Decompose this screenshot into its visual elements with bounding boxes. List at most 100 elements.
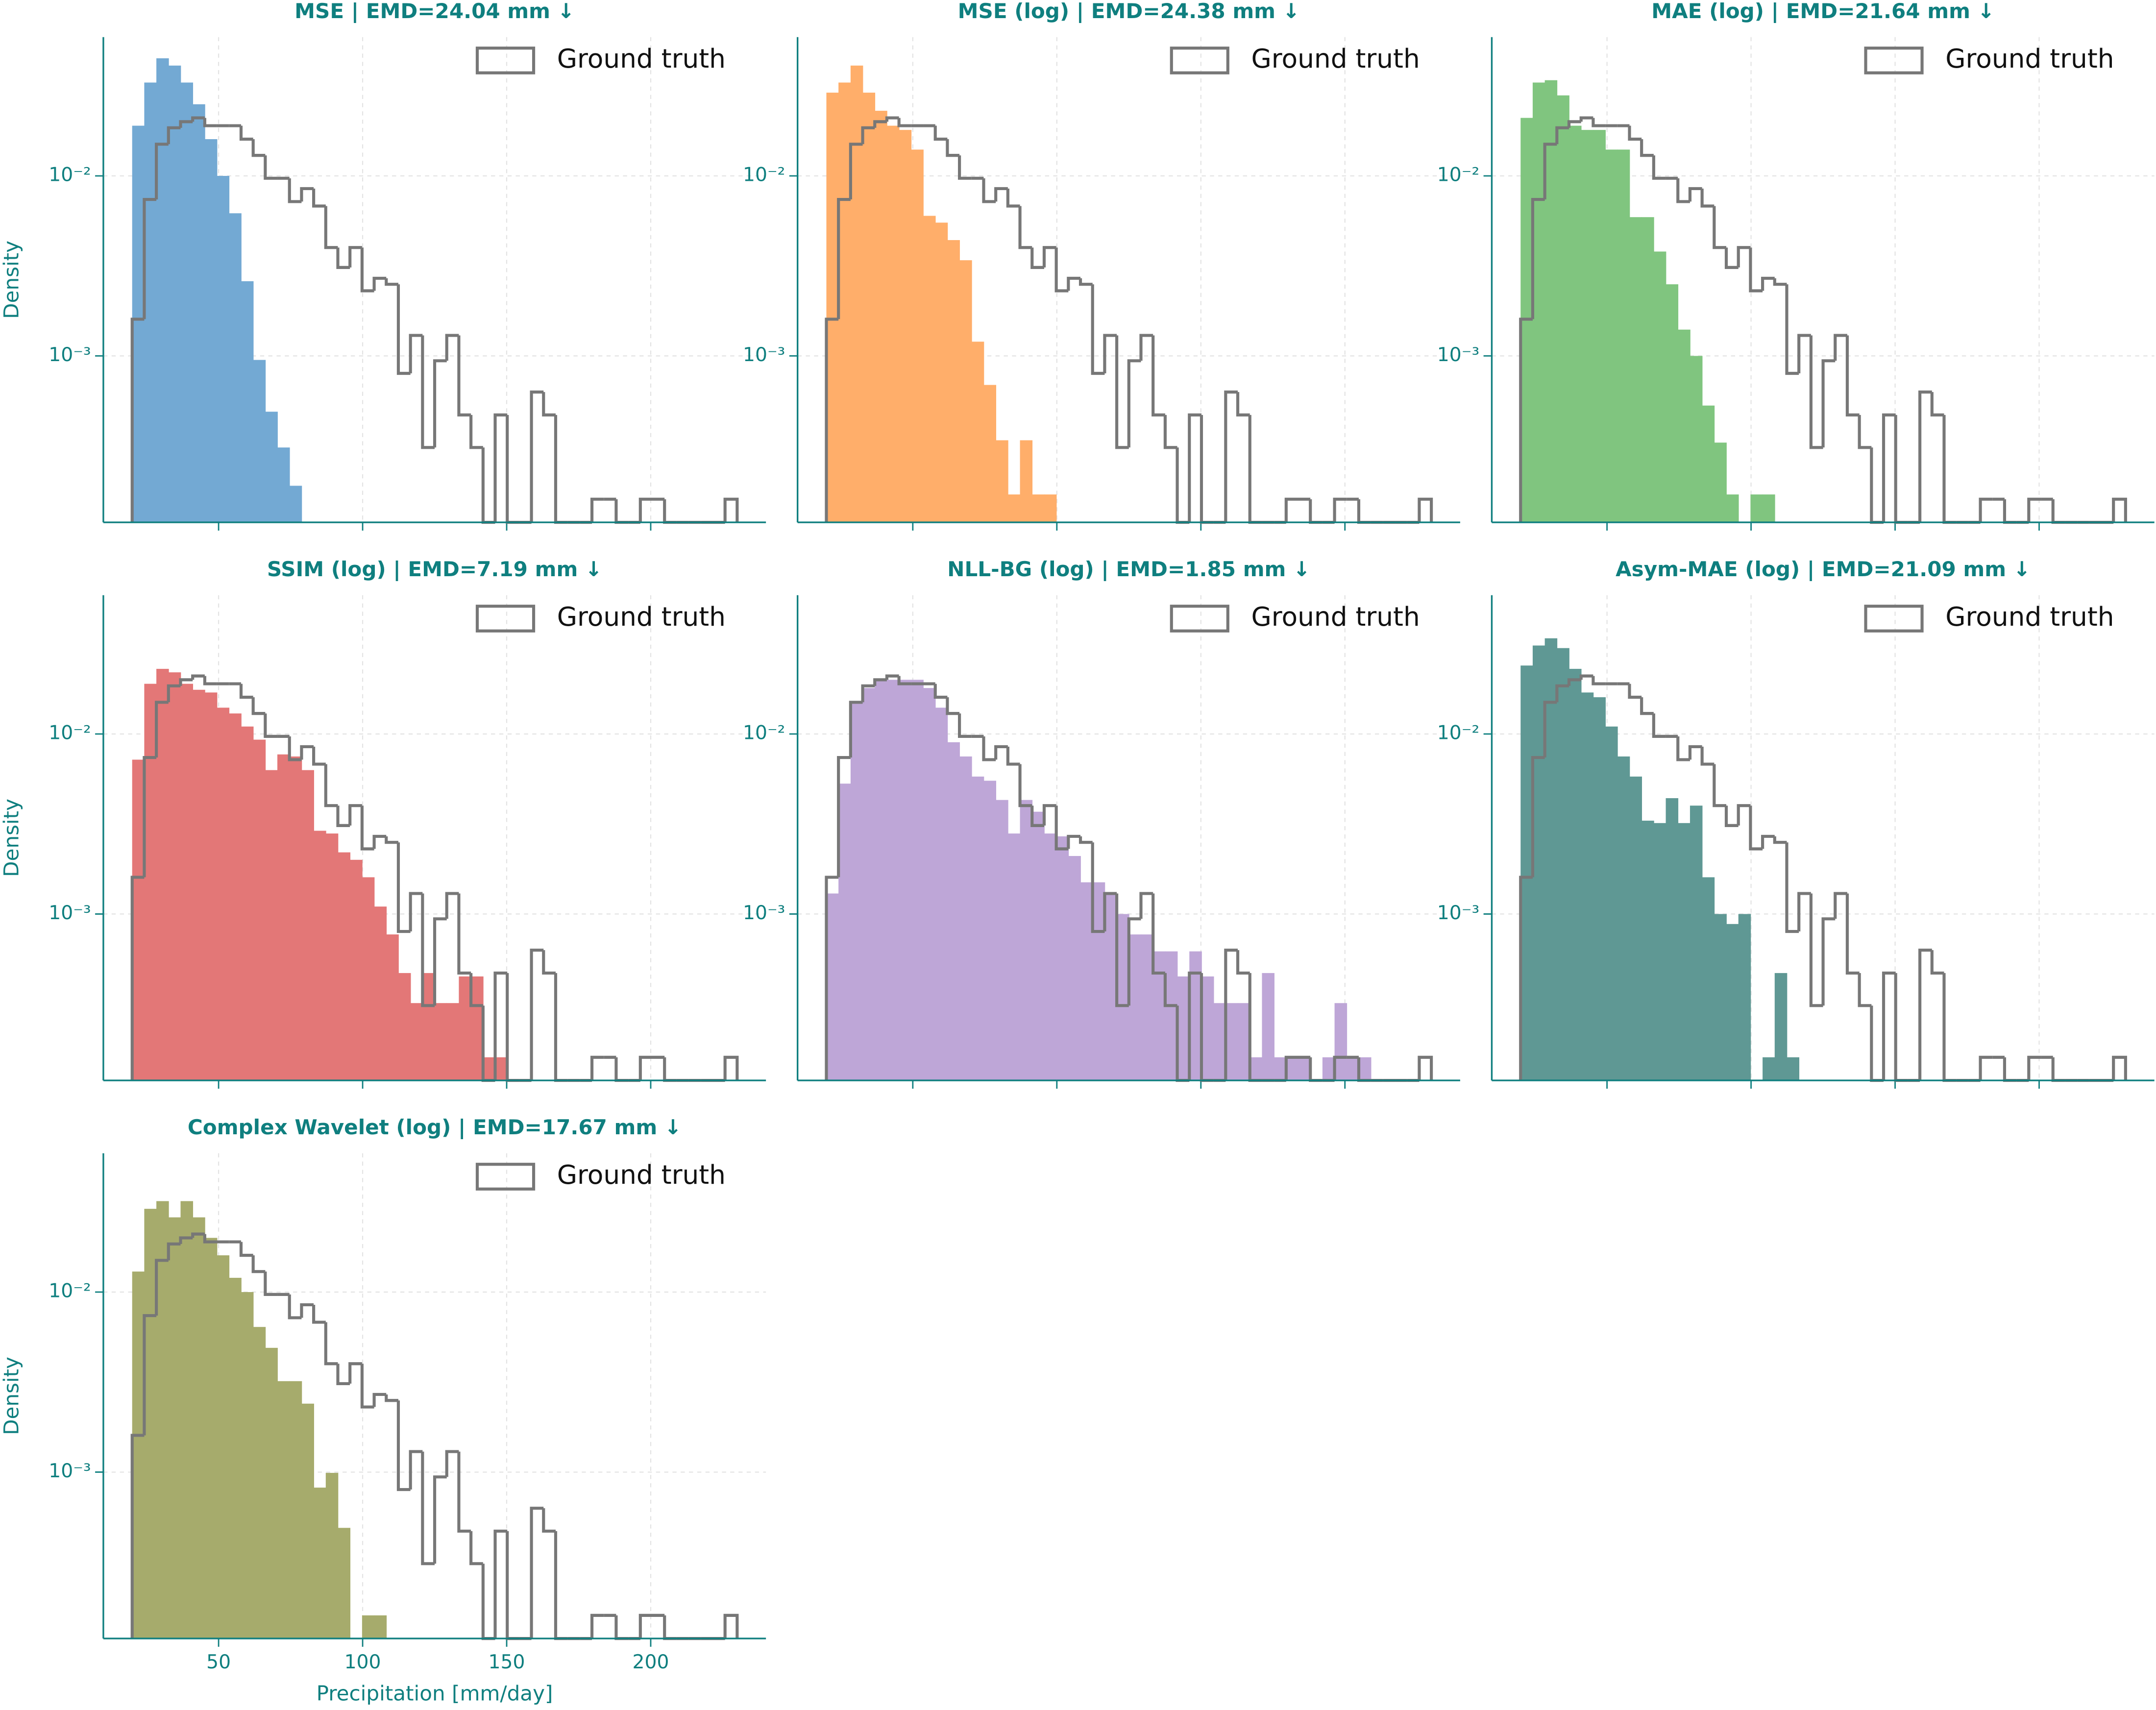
step-segment bbox=[155, 1259, 169, 1316]
step-segment bbox=[336, 1364, 350, 1385]
step-segment bbox=[372, 276, 387, 291]
hist-bar bbox=[1653, 251, 1666, 523]
hist-bar bbox=[996, 440, 1008, 523]
hist-bar bbox=[971, 342, 984, 523]
step-segment bbox=[530, 949, 544, 1081]
hist-bar bbox=[1165, 951, 1178, 1081]
step-segment bbox=[1652, 713, 1666, 738]
hist-bar bbox=[168, 65, 181, 523]
step-segment bbox=[1724, 806, 1739, 827]
step-segment bbox=[614, 1057, 629, 1082]
hist-bar bbox=[1020, 800, 1033, 1081]
step-segment bbox=[1870, 1005, 1884, 1082]
step-segment bbox=[1918, 391, 1932, 523]
hist-bar bbox=[1262, 973, 1274, 1081]
hist-bar bbox=[301, 770, 314, 1081]
step-segment bbox=[239, 1242, 253, 1257]
step-segment bbox=[1333, 1055, 1347, 1081]
step-segment bbox=[590, 1055, 604, 1081]
hist-bar bbox=[1322, 1057, 1335, 1081]
hist-bar bbox=[204, 139, 218, 523]
step-segment bbox=[336, 247, 350, 269]
step-segment bbox=[1821, 917, 1836, 1006]
hist-bar bbox=[1569, 669, 1582, 1081]
step-segment bbox=[1567, 120, 1581, 128]
hist-bar bbox=[277, 754, 290, 1081]
step-segment bbox=[1761, 834, 1775, 849]
hist-bar bbox=[1738, 914, 1751, 1081]
step-segment bbox=[396, 842, 411, 933]
hist-bar bbox=[875, 111, 887, 523]
step-segment bbox=[723, 497, 739, 523]
step-segment bbox=[723, 1055, 739, 1081]
hist-bar bbox=[1653, 823, 1666, 1081]
step-segment bbox=[554, 415, 568, 524]
step-segment bbox=[1882, 413, 1896, 523]
step-segment bbox=[191, 1232, 205, 1238]
step-segment bbox=[324, 206, 338, 249]
hist-bar bbox=[1044, 833, 1057, 1081]
hist-bar bbox=[850, 702, 863, 1081]
hist-bar bbox=[132, 125, 145, 523]
step-segment bbox=[385, 1394, 398, 1402]
step-segment bbox=[312, 188, 326, 208]
y-tick-label: 10⁻³ bbox=[49, 902, 91, 924]
legend-swatch bbox=[475, 605, 536, 633]
subplot-title: NLL-BG (log) | EMD=1.85 mm ↓ bbox=[947, 557, 1310, 581]
subplot: 10⁻² 10⁻³ NLL-BG (log) | EMD=1.85 mm ↓ Grou… bbox=[743, 557, 1460, 1089]
step-segment bbox=[2003, 499, 2017, 524]
step-segment bbox=[409, 892, 423, 932]
hist-bar bbox=[1153, 951, 1166, 1081]
hist-bar bbox=[265, 770, 278, 1081]
step-segment bbox=[946, 139, 960, 157]
hist-bar bbox=[1544, 638, 1558, 1081]
step-segment bbox=[300, 1303, 314, 1318]
step-segment bbox=[1139, 892, 1153, 919]
step-segment bbox=[897, 118, 911, 127]
hist-bar bbox=[325, 833, 339, 1081]
hist-bar bbox=[923, 216, 936, 523]
hist-bar bbox=[1593, 130, 1606, 523]
step-segment bbox=[1894, 415, 1908, 524]
step-segment bbox=[1882, 971, 1896, 1081]
step-segment bbox=[1713, 206, 1727, 249]
step-segment bbox=[554, 973, 568, 1082]
hist-bar bbox=[1763, 494, 1775, 523]
step-segment bbox=[1567, 678, 1581, 686]
step-segment bbox=[1858, 973, 1872, 1007]
hist-bar bbox=[1774, 973, 1788, 1081]
step-segment bbox=[421, 893, 435, 1007]
step-segment bbox=[958, 155, 972, 180]
hist-bar bbox=[1544, 80, 1558, 523]
hist-bar bbox=[1690, 806, 1703, 1081]
step-segment bbox=[1200, 415, 1214, 524]
hist-bar bbox=[886, 125, 900, 523]
hist-bar bbox=[1750, 494, 1763, 523]
legend-swatch bbox=[1170, 605, 1229, 633]
step-segment bbox=[264, 1271, 278, 1296]
step-segment bbox=[1773, 278, 1787, 286]
step-segment bbox=[1078, 278, 1093, 286]
step-segment bbox=[1531, 197, 1545, 319]
step-segment bbox=[445, 1450, 459, 1477]
step-segment bbox=[372, 834, 387, 849]
y-tick-label: 10⁻² bbox=[1437, 722, 1479, 744]
step-segment bbox=[825, 318, 839, 523]
hist-bar bbox=[229, 1277, 242, 1639]
step-segment bbox=[203, 118, 217, 127]
step-segment bbox=[1845, 335, 1860, 416]
hist-bar bbox=[1068, 856, 1081, 1081]
step-segment bbox=[1858, 415, 1872, 449]
hist-bar bbox=[1702, 877, 1715, 1081]
step-segment bbox=[203, 676, 217, 685]
y-axis-label: Density bbox=[0, 241, 23, 319]
step-segment bbox=[530, 391, 544, 523]
step-segment bbox=[638, 1613, 653, 1639]
step-segment bbox=[1761, 276, 1775, 291]
step-segment bbox=[1284, 1055, 1298, 1081]
step-segment bbox=[191, 674, 205, 680]
step-segment bbox=[324, 1322, 338, 1366]
hist-bar bbox=[204, 692, 218, 1081]
step-segment bbox=[1640, 139, 1654, 157]
